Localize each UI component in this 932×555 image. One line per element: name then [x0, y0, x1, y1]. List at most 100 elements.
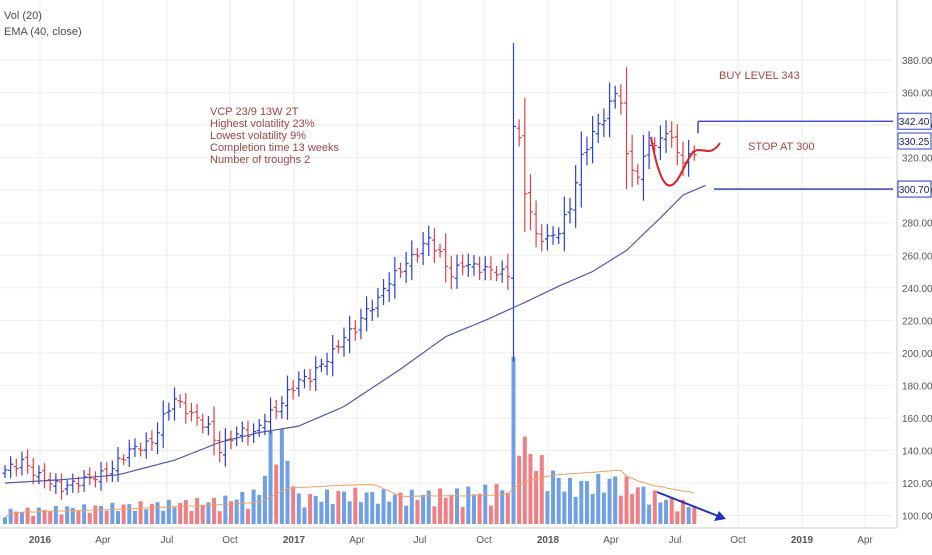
volume-bar	[528, 453, 533, 524]
ohlc-bar	[624, 67, 629, 190]
ohlc-bar	[358, 308, 364, 340]
volume-bar	[392, 494, 397, 524]
buy-level-label: BUY LEVEL 343	[719, 70, 800, 82]
ohlc-bar	[499, 260, 505, 283]
ohlc-bar	[2, 465, 8, 479]
volume-bar	[505, 492, 510, 524]
ohlc-bar	[550, 226, 556, 245]
volume-bar	[82, 504, 87, 524]
volume-bar	[568, 477, 572, 524]
ohlc-bar	[392, 257, 398, 299]
volume-bar	[189, 511, 194, 524]
annotation-shapes	[650, 136, 726, 521]
ohlc-bar	[30, 457, 36, 485]
price-axis: 100.00 120.00 140.00 160.00 180.00 200.00 220.…	[896, 0, 932, 528]
ohlc-bar	[194, 403, 200, 426]
ohlc-bar	[121, 454, 127, 465]
volume-bar	[166, 499, 171, 524]
volume-bar	[87, 512, 92, 524]
vcp-line-3: Lowest volatility 9%	[210, 130, 306, 142]
volume-bar	[421, 494, 426, 524]
vcp-line-2: Highest volatility 23%	[210, 118, 315, 130]
volume-bar	[65, 506, 70, 524]
ohlc-bar	[132, 438, 138, 457]
volume-bar	[36, 507, 41, 524]
x-tick-label: Jul	[161, 535, 174, 546]
volume-bar	[42, 509, 47, 524]
volume-bar	[347, 501, 352, 524]
volume-bar	[195, 498, 200, 524]
volume-bar	[477, 493, 482, 524]
ohlc-bar	[115, 446, 121, 482]
ohlc-bar	[104, 462, 110, 483]
y-tick-label: 200.00	[902, 349, 932, 360]
ohlc-bar	[471, 255, 477, 276]
grid	[0, 0, 893, 528]
x-tick-label: Oct	[730, 535, 746, 546]
price-badge-label: 330.25	[899, 137, 930, 148]
y-tick-label: 280.00	[902, 219, 932, 230]
volume-bar	[534, 471, 539, 524]
ohlc-bar	[488, 256, 494, 281]
ohlc-bar	[505, 253, 511, 291]
ohlc-bar	[138, 442, 144, 457]
ohlc-bar	[313, 356, 319, 392]
volume-bar	[669, 497, 674, 524]
price-badge-label: 300.70	[899, 185, 930, 196]
y-tick-label: 140.00	[902, 446, 932, 457]
ohlc-bar	[47, 472, 53, 492]
volume-bar	[279, 428, 284, 524]
x-tick-label: 2017	[283, 535, 306, 546]
volume-bar	[675, 511, 680, 524]
ohlc-bar	[81, 470, 87, 492]
vcp-line-4: Completion time 13 weeks	[210, 142, 340, 154]
volume-bar	[500, 490, 505, 524]
volume-bar	[539, 455, 544, 524]
y-tick-label: 120.00	[902, 479, 932, 490]
volume-bar	[291, 486, 296, 524]
x-tick-label: Apr	[603, 535, 619, 546]
ohlc-bar	[494, 266, 500, 282]
volume-bar	[471, 494, 476, 524]
ohlc-bar	[166, 402, 172, 421]
ohlc-bar	[53, 473, 59, 495]
volume-bar	[296, 493, 301, 524]
price-badge-box	[897, 112, 932, 130]
ohlc-bar	[635, 163, 641, 185]
indicator-legend: Vol (20) EMA (40, close)	[4, 8, 82, 40]
ohlc-bar	[539, 224, 545, 252]
volume-bar	[178, 503, 183, 524]
volume-bar	[330, 503, 335, 524]
ohlc-bar	[482, 256, 488, 281]
ohlc-bar	[222, 428, 228, 467]
price-badge-box	[897, 132, 932, 150]
vcp-line-5: Number of troughs 2	[210, 154, 311, 166]
volume-bar	[381, 489, 386, 524]
volume-bar	[432, 506, 437, 524]
ohlc-bar	[352, 320, 358, 341]
volume-bar	[652, 490, 657, 524]
volume-bar	[161, 510, 166, 524]
volume-bar	[494, 483, 499, 524]
ohlc-bar	[279, 396, 285, 419]
volume-bar	[375, 503, 380, 524]
volume-bar	[426, 490, 431, 524]
x-tick-label: 2019	[791, 535, 814, 546]
legend-ema: EMA (40, close)	[4, 26, 82, 38]
volume-bar	[460, 507, 465, 524]
ohlc-bar	[612, 85, 618, 109]
volume-bar	[99, 506, 104, 524]
volume-bar	[319, 501, 324, 524]
volume-bar	[251, 489, 256, 524]
ohlc-bar	[618, 84, 624, 115]
volume-bar	[245, 508, 250, 524]
volume-bar	[692, 507, 697, 524]
y-tick-label: 260.00	[902, 251, 932, 262]
volume-bar	[110, 502, 115, 524]
volume-bar	[613, 476, 618, 524]
x-tick-label: Jul	[414, 535, 427, 546]
volume-bar	[183, 500, 188, 524]
ohlc-bar	[149, 430, 155, 452]
volume-bar	[455, 488, 459, 524]
price-bars	[2, 43, 697, 500]
